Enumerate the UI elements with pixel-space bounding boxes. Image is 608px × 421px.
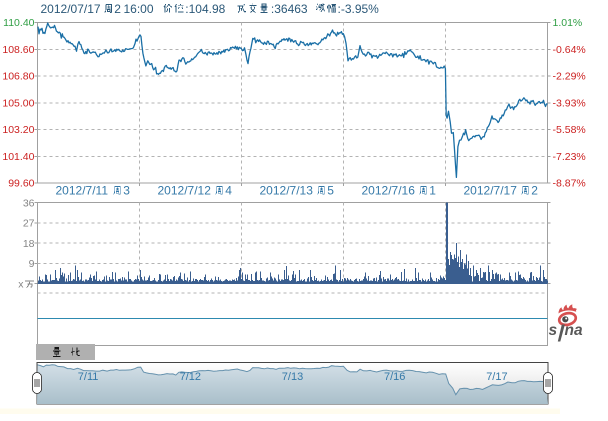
svg-text:7/16: 7/16 [384, 371, 405, 383]
svg-text:s: s [549, 322, 558, 339]
svg-text:103.20: 103.20 [2, 124, 34, 136]
svg-text:18: 18 [23, 238, 35, 250]
svg-text:101.40: 101.40 [2, 151, 34, 163]
svg-text:5: 5 [327, 184, 334, 198]
svg-text:2012/07/17: 2012/07/17 [41, 2, 101, 16]
svg-text:106.80: 106.80 [2, 71, 34, 83]
svg-text:99.60: 99.60 [8, 178, 34, 190]
svg-text:-0.64%: -0.64% [553, 44, 586, 56]
svg-text:1.01%: 1.01% [553, 17, 583, 29]
svg-text:105.00: 105.00 [2, 97, 34, 109]
svg-text:2012/7/16: 2012/7/16 [362, 184, 416, 198]
svg-text:9: 9 [29, 258, 35, 270]
svg-text:110.40: 110.40 [3, 17, 34, 29]
svg-text:2: 2 [531, 184, 538, 198]
svg-text:-8.87%: -8.87% [553, 178, 586, 190]
svg-text:16:00: 16:00 [124, 2, 154, 16]
svg-text:7/17: 7/17 [486, 371, 507, 383]
svg-text:27: 27 [23, 218, 35, 230]
svg-text:-7.23%: -7.23% [553, 151, 586, 163]
svg-text::104.98: :104.98 [185, 2, 225, 16]
svg-text:-3.93%: -3.93% [553, 97, 586, 109]
svg-text:108.60: 108.60 [2, 44, 34, 56]
svg-text:7/12: 7/12 [180, 371, 201, 383]
svg-text:na: na [565, 322, 583, 339]
svg-text::36463: :36463 [271, 2, 308, 16]
svg-text:36: 36 [23, 197, 35, 209]
svg-text:2012/7/12: 2012/7/12 [158, 184, 212, 198]
svg-text:7/11: 7/11 [78, 371, 99, 383]
svg-text:4: 4 [225, 184, 232, 198]
svg-text:3: 3 [123, 184, 130, 198]
svg-text:2012/7/17: 2012/7/17 [464, 184, 518, 198]
svg-text:2: 2 [114, 2, 121, 16]
svg-text:x: x [18, 279, 24, 291]
svg-text::-3.95%: :-3.95% [338, 2, 380, 16]
svg-text:2012/7/11: 2012/7/11 [56, 184, 109, 198]
svg-text:7/13: 7/13 [282, 371, 303, 383]
svg-text:-5.58%: -5.58% [553, 124, 586, 136]
svg-text:2012/7/13: 2012/7/13 [260, 184, 314, 198]
svg-text:1: 1 [429, 184, 436, 198]
svg-text:-2.29%: -2.29% [553, 71, 586, 83]
